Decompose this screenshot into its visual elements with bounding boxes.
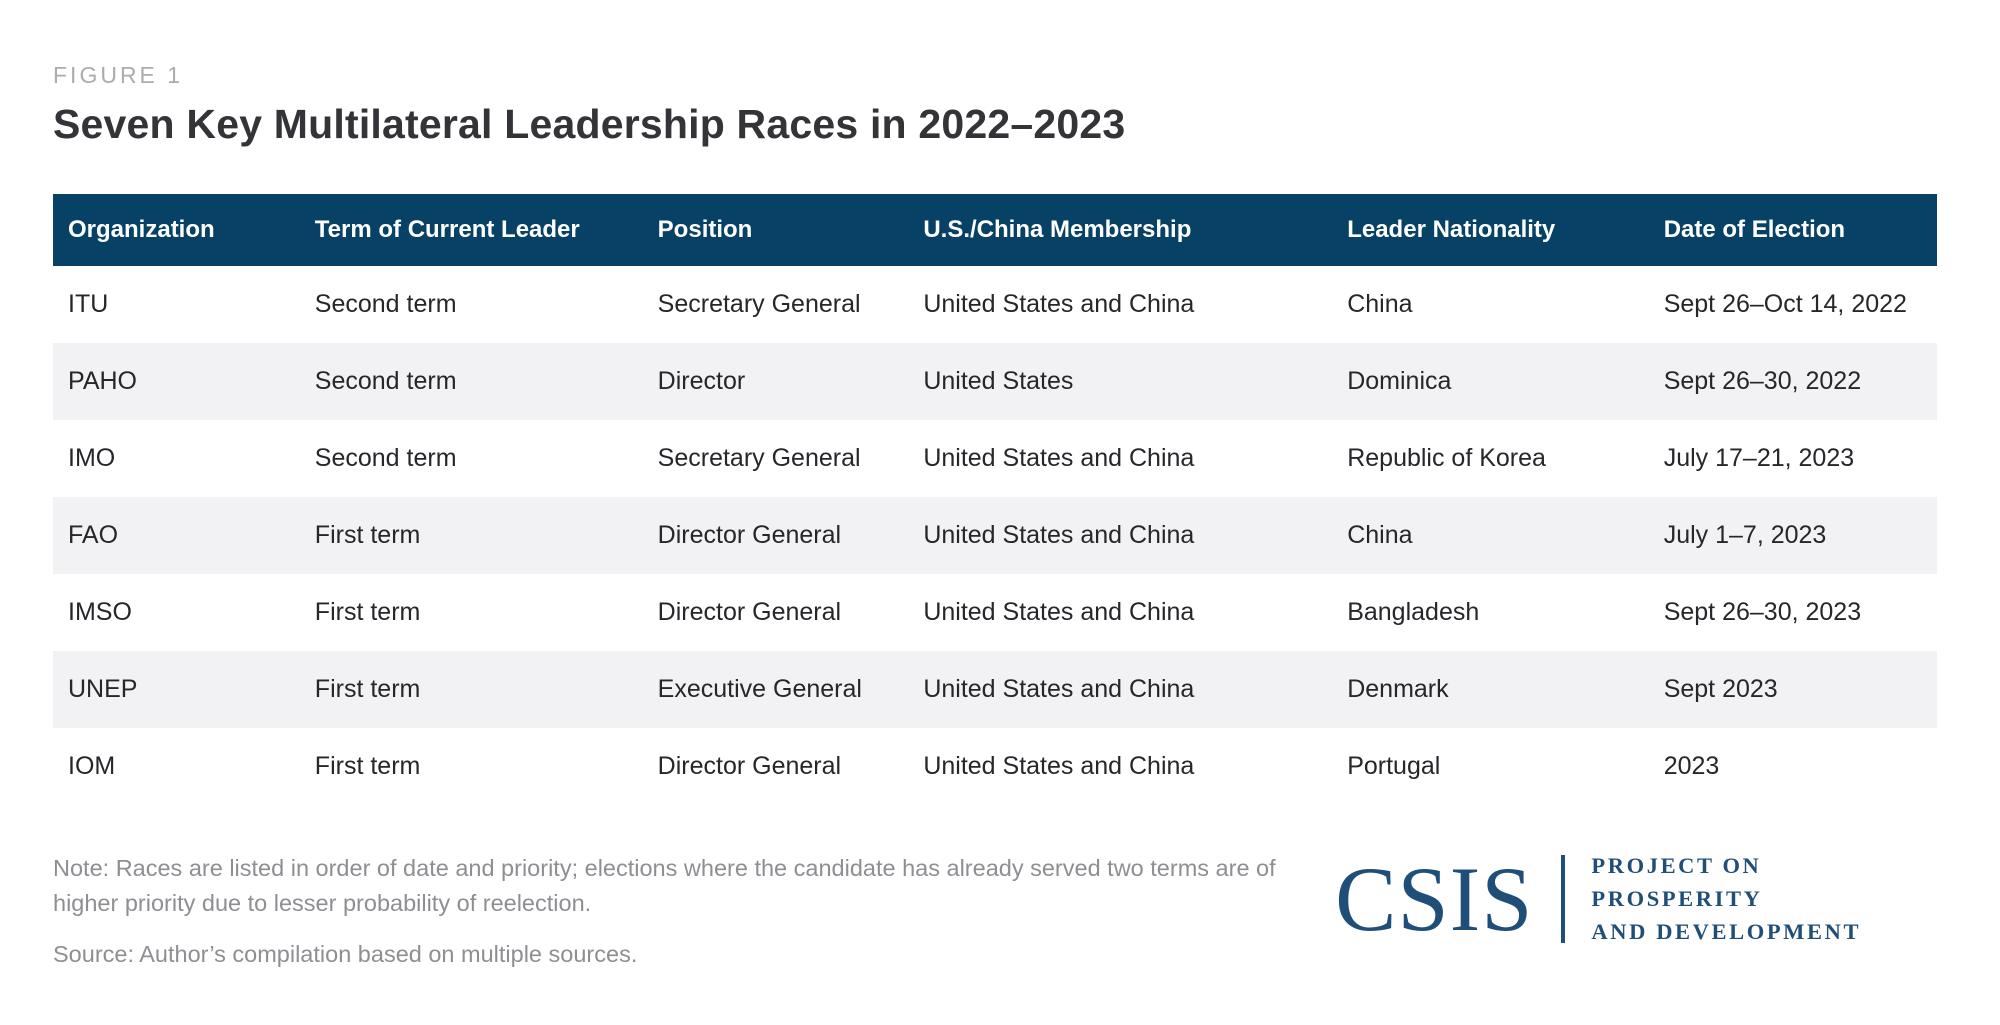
- table-row: PAHO Second term Director United States Domi…: [53, 343, 1937, 420]
- table-cell: Dominica: [1332, 343, 1649, 420]
- csis-wordmark: CSIS: [1335, 847, 1534, 950]
- column-header-nationality: Leader Nationality: [1332, 194, 1649, 266]
- table-cell: Executive General: [642, 651, 909, 728]
- table-cell: Second term: [299, 343, 643, 420]
- table-cell: Republic of Korea: [1332, 420, 1649, 497]
- table-cell: Second term: [299, 420, 643, 497]
- table-cell: Denmark: [1332, 651, 1649, 728]
- logo-program-line2: AND DEVELOPMENT: [1591, 919, 1862, 944]
- csis-logo: CSIS PROJECT ON PROSPERITY AND DEVELOPME…: [1335, 849, 1937, 948]
- table-cell: Portugal: [1332, 728, 1649, 805]
- figure-title: Seven Key Multilateral Leadership Races …: [53, 101, 1126, 147]
- table-cell: Sept 2023: [1648, 651, 1937, 728]
- figure-label: FIGURE 1: [53, 62, 184, 88]
- source-text: Source: Author’s compilation based on mu…: [53, 941, 638, 967]
- table-cell: FAO: [53, 497, 300, 574]
- table-body: ITU Second term Secretary General United St…: [53, 266, 1937, 805]
- table-cell: Secretary General: [642, 420, 909, 497]
- table-cell: IMSO: [53, 574, 300, 651]
- table-cell: United States: [908, 343, 1333, 420]
- table-cell: July 1–7, 2023: [1648, 497, 1937, 574]
- column-header-organization: Organization: [53, 194, 300, 266]
- note-text: Note: Races are listed in order of date …: [53, 855, 1276, 916]
- column-header-election-date: Date of Election: [1648, 194, 1937, 266]
- table-cell: First term: [299, 497, 643, 574]
- column-header-position: Position: [642, 194, 909, 266]
- table-cell: Sept 26–30, 2022: [1648, 343, 1937, 420]
- column-header-membership: U.S./China Membership: [908, 194, 1333, 266]
- logo-program-name: PROJECT ON PROSPERITY AND DEVELOPMENT: [1591, 849, 1937, 948]
- table-cell: United States and China: [908, 420, 1333, 497]
- table-cell: 2023: [1648, 728, 1937, 805]
- figure-page: FIGURE 1 Seven Key Multilateral Leadersh…: [53, 62, 1937, 972]
- logo-divider: [1561, 854, 1566, 943]
- table-cell: Director General: [642, 497, 909, 574]
- table-cell: First term: [299, 651, 643, 728]
- column-header-term: Term of Current Leader: [299, 194, 643, 266]
- table-cell: ITU: [53, 266, 300, 343]
- table-cell: IMO: [53, 420, 300, 497]
- table-cell: Director: [642, 343, 909, 420]
- table-cell: IOM: [53, 728, 300, 805]
- table-cell: China: [1332, 497, 1649, 574]
- table-cell: Sept 26–30, 2023: [1648, 574, 1937, 651]
- table-cell: United States and China: [908, 574, 1333, 651]
- leadership-races-table: Organization Term of Current Leader Posi…: [53, 194, 1937, 805]
- table-row: IMSO First term Director General United Sta…: [53, 574, 1937, 651]
- table-cell: UNEP: [53, 651, 300, 728]
- table-cell: Sept 26–Oct 14, 2022: [1648, 266, 1937, 343]
- table-cell: United States and China: [908, 497, 1333, 574]
- table-row: FAO First term Director General United Stat…: [53, 497, 1937, 574]
- table-row: UNEP First term Executive General United St…: [53, 651, 1937, 728]
- table-row: IMO Second term Secretary General United St…: [53, 420, 1937, 497]
- notes-block: Note: Races are listed in order of date …: [53, 851, 1335, 972]
- table-cell: Director General: [642, 728, 909, 805]
- table-cell: United States and China: [908, 651, 1333, 728]
- table-cell: Director General: [642, 574, 909, 651]
- figure-footer: Note: Races are listed in order of date …: [53, 851, 1937, 972]
- table-cell: July 17–21, 2023: [1648, 420, 1937, 497]
- logo-program-line1: PROJECT ON PROSPERITY: [1591, 853, 1763, 911]
- table-cell: China: [1332, 266, 1649, 343]
- table-row: ITU Second term Secretary General United St…: [53, 266, 1937, 343]
- table-cell: Second term: [299, 266, 643, 343]
- table-row: IOM First term Director General United Stat…: [53, 728, 1937, 805]
- table-cell: First term: [299, 728, 643, 805]
- table-cell: PAHO: [53, 343, 300, 420]
- table-cell: United States and China: [908, 728, 1333, 805]
- table-cell: Secretary General: [642, 266, 909, 343]
- table-cell: First term: [299, 574, 643, 651]
- table-cell: Bangladesh: [1332, 574, 1649, 651]
- table-header-row: Organization Term of Current Leader Posi…: [53, 194, 1937, 266]
- table-cell: United States and China: [908, 266, 1333, 343]
